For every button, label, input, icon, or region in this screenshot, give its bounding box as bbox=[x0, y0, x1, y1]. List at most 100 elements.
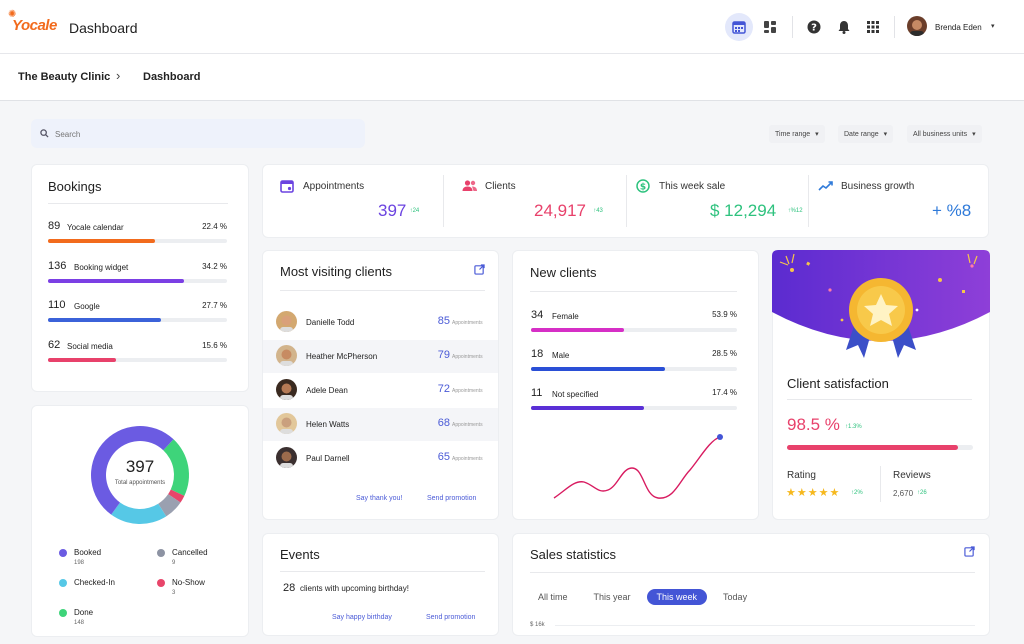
booking-bar-fill bbox=[48, 278, 185, 283]
new-client-bar-fill bbox=[531, 328, 624, 332]
rating-label: Rating bbox=[787, 470, 816, 481]
rating-delta: ↑2% bbox=[851, 490, 863, 496]
users-icon bbox=[462, 179, 478, 198]
apps-button[interactable] bbox=[859, 13, 887, 41]
client-avatar bbox=[276, 379, 297, 400]
date-range-filter[interactable]: Date range ▾ bbox=[838, 125, 894, 143]
calendar-view-button[interactable] bbox=[725, 13, 753, 41]
user-name[interactable]: Brenda Eden bbox=[935, 23, 982, 32]
say-happy-birthday-button[interactable]: Say happy birthday bbox=[332, 614, 392, 621]
appointments-donut-chart bbox=[90, 425, 189, 524]
search-input[interactable] bbox=[55, 125, 355, 143]
chevron-down-icon: ▾ bbox=[815, 131, 819, 138]
events-text: clients with upcoming birthday! bbox=[300, 584, 409, 593]
gridline bbox=[555, 625, 975, 626]
send-promotion-button[interactable]: Send promotion bbox=[427, 495, 477, 502]
client-avatar bbox=[276, 447, 297, 468]
time-range-filter[interactable]: Time range ▾ bbox=[769, 125, 825, 143]
user-avatar[interactable] bbox=[907, 16, 927, 36]
booking-source-label: Social media bbox=[67, 341, 113, 351]
rating-stars: ★★★★★ bbox=[786, 486, 840, 499]
stat-label: This week sale bbox=[659, 181, 726, 192]
app-logo[interactable]: Yocale bbox=[12, 17, 57, 34]
legend-label: No-Show bbox=[172, 578, 205, 587]
client-name: Paul Darnell bbox=[306, 454, 350, 463]
star-icon: ★ bbox=[786, 487, 797, 499]
new-client-count: 34 bbox=[531, 309, 544, 321]
new-client-label: Male bbox=[552, 351, 570, 360]
divider bbox=[48, 203, 228, 204]
search-icon bbox=[40, 129, 49, 138]
notifications-button[interactable] bbox=[830, 13, 858, 41]
donut-segment-no-show bbox=[168, 489, 185, 503]
sales-tab[interactable]: All time bbox=[538, 592, 568, 602]
stat-divider bbox=[443, 175, 444, 227]
bell-icon bbox=[838, 21, 850, 34]
booking-percent: 22.4 % bbox=[202, 222, 227, 231]
stats-card bbox=[262, 164, 989, 238]
legend-label: Checked-In bbox=[74, 578, 115, 587]
booking-source-label: Yocale calendar bbox=[67, 223, 124, 232]
stat-label: Clients bbox=[485, 181, 516, 192]
trend-icon bbox=[818, 179, 834, 198]
svg-text:$: $ bbox=[640, 182, 646, 192]
donut-caption: Total appointments bbox=[114, 480, 166, 486]
table-row-highlight bbox=[263, 340, 498, 373]
donut-segment-booked bbox=[90, 425, 174, 515]
business-units-filter[interactable]: All business units ▾ bbox=[907, 125, 982, 143]
new-client-bar-fill bbox=[531, 406, 645, 410]
help-button[interactable]: ? bbox=[800, 13, 828, 41]
top-bar bbox=[0, 0, 1024, 54]
sales-tab[interactable]: Today bbox=[723, 592, 748, 602]
stat-value: 24,917 bbox=[534, 201, 586, 220]
donut-total: 397 bbox=[125, 457, 155, 476]
booking-source-label: Booking widget bbox=[74, 262, 129, 272]
booking-bar-track bbox=[48, 357, 227, 362]
events-send-promotion-button[interactable]: Send promotion bbox=[426, 614, 476, 621]
new-client-count: 11 bbox=[531, 387, 543, 399]
client-name: Helen Watts bbox=[306, 420, 350, 429]
legend-dot bbox=[157, 579, 165, 587]
most-visiting-card bbox=[262, 250, 499, 520]
events-count: 28 bbox=[283, 582, 296, 594]
chevron-down-icon[interactable]: ▾ bbox=[991, 23, 995, 30]
booking-count: 136 bbox=[48, 259, 67, 272]
satisfaction-value: 98.5 % bbox=[787, 415, 840, 434]
star-icon: ★ bbox=[829, 487, 841, 499]
star-icon: ★ bbox=[796, 487, 808, 499]
legend-value: 3 bbox=[172, 590, 176, 596]
donut-segment-done bbox=[163, 439, 189, 496]
calendar-icon bbox=[732, 21, 746, 34]
chevron-right-icon: › bbox=[116, 68, 121, 83]
stat-value: 397 bbox=[378, 201, 407, 220]
legend-label: Booked bbox=[74, 548, 102, 557]
booking-bar-fill bbox=[48, 357, 117, 362]
y-axis-tick: $ 16k bbox=[530, 622, 545, 628]
booking-percent: 27.7 % bbox=[202, 301, 227, 310]
new-client-label: Female bbox=[552, 312, 579, 321]
grid-layout-icon bbox=[764, 21, 776, 33]
say-thank-you-button[interactable]: Say thank you! bbox=[356, 495, 403, 502]
satisfaction-bar-fill bbox=[787, 445, 958, 450]
sales-tab[interactable]: This week bbox=[646, 589, 708, 605]
divider bbox=[880, 466, 881, 502]
new-client-percent: 53.9 % bbox=[712, 310, 737, 319]
divider bbox=[530, 291, 737, 292]
breadcrumb-root[interactable]: The Beauty Clinic bbox=[18, 71, 111, 83]
legend-dot bbox=[59, 549, 67, 557]
external-link-icon[interactable] bbox=[474, 264, 485, 275]
sales-tab[interactable]: This year bbox=[593, 592, 631, 602]
external-link-icon[interactable] bbox=[964, 546, 975, 557]
most-visiting-title: Most visiting clients bbox=[280, 264, 392, 279]
new-clients-title: New clients bbox=[530, 265, 597, 280]
donut-segment-cancelled bbox=[158, 494, 181, 517]
dashboard-view-button[interactable] bbox=[756, 13, 784, 41]
svg-text:?: ? bbox=[811, 23, 817, 34]
star-icon: ★ bbox=[818, 487, 830, 499]
client-appointment-count: 85 bbox=[437, 315, 450, 327]
divider bbox=[280, 290, 485, 291]
table-row-highlight bbox=[263, 408, 498, 441]
client-avatar bbox=[276, 311, 297, 332]
client-appointment-unit: Appointments bbox=[452, 422, 483, 428]
stat-divider bbox=[626, 175, 627, 227]
